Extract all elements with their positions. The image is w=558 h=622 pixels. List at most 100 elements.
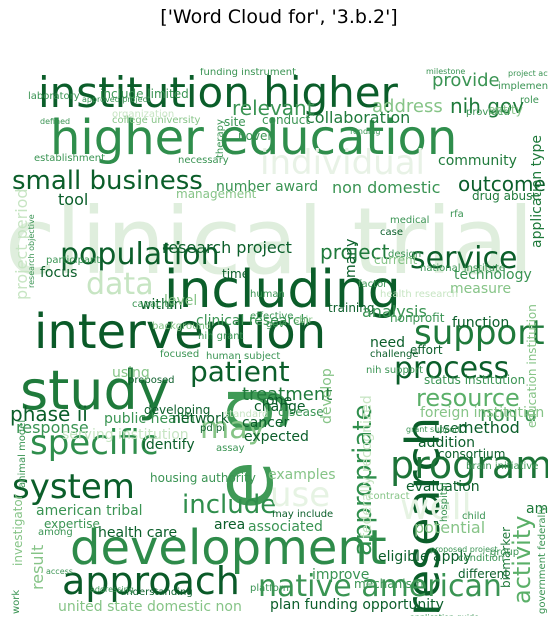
cloud-word-function: function [452,315,510,331]
cloud-word-using: using [112,365,150,381]
cloud-word-approved-project: approved project [82,95,151,104]
cloud-word-proposed-project: proposed project [430,545,498,554]
cloud-word-higher-education: higher education [50,110,458,166]
cloud-word-non-u: non u [480,402,537,426]
cloud-word-within: within [140,297,183,313]
cloud-word-well: well [400,487,472,528]
word-cloud: clinical trial higher education institutio… [10,68,548,616]
cloud-word-drug-abuse: drug abuse [472,189,540,203]
cloud-word-funding-instrument: funding instrument [200,68,297,78]
cloud-word-clinical-trial: clinical trial [10,188,534,295]
cloud-word-area: area [214,517,246,533]
cloud-word-child: child [462,511,486,522]
cloud-word-include-limited: include limited [100,87,189,101]
cloud-word-resource: resource [416,384,520,412]
cloud-word-training: training [328,301,375,315]
cloud-word-evaluation: evaluation [406,479,480,495]
cloud-word-method: method [458,418,520,437]
cloud-word-eligible-apply: eligible apply [378,549,472,565]
cloud-word-specific: specific [30,423,159,463]
cloud-word-result: result [28,544,47,590]
cloud-word-measure: measure [450,281,512,297]
cloud-word-potential: potential [414,518,486,537]
cloud-word-network: network [172,411,229,427]
cloud-word-platform: platform [250,583,293,594]
cloud-word-necessary: necessary [178,155,229,166]
cloud-word-effective: effective [250,311,294,322]
cloud-word-institution-higher: institution higher [38,68,398,117]
cloud-word-include: include [182,490,277,520]
cloud-word-effort: effort [410,343,443,357]
cloud-word-program: program [390,443,548,487]
cloud-word-support: support [414,313,545,353]
cloud-word-entity: entity [488,103,523,117]
cloud-word-treatment: treatment [242,384,333,405]
cloud-word-plan-funding-opportunity: plan funding opportunity [270,597,444,613]
cloud-word-college-university: college university [112,115,201,126]
cloud-word-proposed: proposed [128,375,175,386]
cloud-word-federally-recognized: federally recognized [359,395,375,538]
cloud-word-management: management [176,187,257,201]
cloud-word-organization: organization [112,109,175,120]
cloud-word-time: time [222,267,250,281]
cloud-word-provide: provide [432,70,500,91]
cloud-word-approach: approach [62,559,240,603]
cloud-word-focus: focus [40,265,78,281]
cloud-word-government-federally: government federally [537,505,548,614]
cloud-word-brain-initiative: brain initiative [466,461,539,472]
cloud-word-different: different [458,567,509,581]
cloud-word-phase-ii: phase ii [10,402,88,426]
cloud-word-developing: developing [144,403,211,417]
cloud-word-intervention: intervention [34,304,327,360]
cloud-word-animal-model: animal model [17,419,28,488]
cloud-word-challenge: challenge [370,349,419,360]
cloud-word-service: service [410,241,518,276]
cloud-word-conduct: conduct [262,113,311,127]
cloud-word-novel: novel [238,129,271,143]
cloud-word-foreign-institution: foreign institution [420,405,545,421]
cloud-word-therapy: therapy [215,119,226,158]
cloud-word-provided: provided [466,107,510,118]
cloud-word-may: may [200,411,266,446]
cloud-word-process: process [394,351,510,386]
cloud-word-cancer: cancer [242,415,290,431]
cloud-word-examples: examples [268,467,336,483]
cloud-word-expertise: expertise [44,517,100,531]
cloud-word-united-state-domestic-non: united state domestic non [58,599,242,615]
cloud-word-factor: factor [358,279,388,290]
cloud-word-assay: assay [216,443,245,454]
cloud-word-housing-authority: housing authority [150,471,256,485]
cloud-word-consortium: consortium [438,447,506,461]
cloud-word-access: access [46,567,73,576]
cloud-word-capacity: capacity [132,299,175,310]
cloud-word-national-institute: national institute [420,263,506,274]
cloud-word-addition: addition [418,435,476,451]
cloud-word-change: change [254,399,306,415]
cloud-word-role: role [520,95,539,106]
cloud-word-understanding: understanding [120,587,193,598]
cloud-word-amp: amp [526,501,548,517]
cloud-word-funding: funding [350,127,381,136]
cloud-word-study: study [20,359,170,422]
cloud-word-nih-grant: nih grant [198,331,244,342]
cloud-word-current: current [374,253,418,267]
cloud-word-status-institution: status institution [424,373,526,387]
cloud-word-small-business: small business [12,166,203,196]
cloud-word-nih-gov: nih gov [450,94,525,118]
cloud-word-serving-institution: serving institution [62,427,189,443]
cloud-word-research-objective: research objective [27,214,36,288]
cloud-word-focused: focused [160,349,200,360]
cloud-word-native-american: native american [258,569,502,604]
cloud-word-collaboration: collaboration [306,108,411,127]
cloud-word-implementation: implementation [498,81,548,92]
cloud-word-identify: identify [142,437,195,453]
cloud-word-including: including [164,260,401,320]
cloud-word-sbir: sbir [294,315,313,326]
cloud-word-associated: associated [248,519,323,535]
cloud-word-participant: participant [46,255,101,266]
cloud-word-use: use [270,475,331,515]
cloud-word-pd-pi: pd pi [200,423,225,434]
cloud-word-outcome: outcome [458,172,546,196]
cloud-word-individual: individual [260,143,426,183]
cloud-word-health-care: health care [98,525,178,541]
